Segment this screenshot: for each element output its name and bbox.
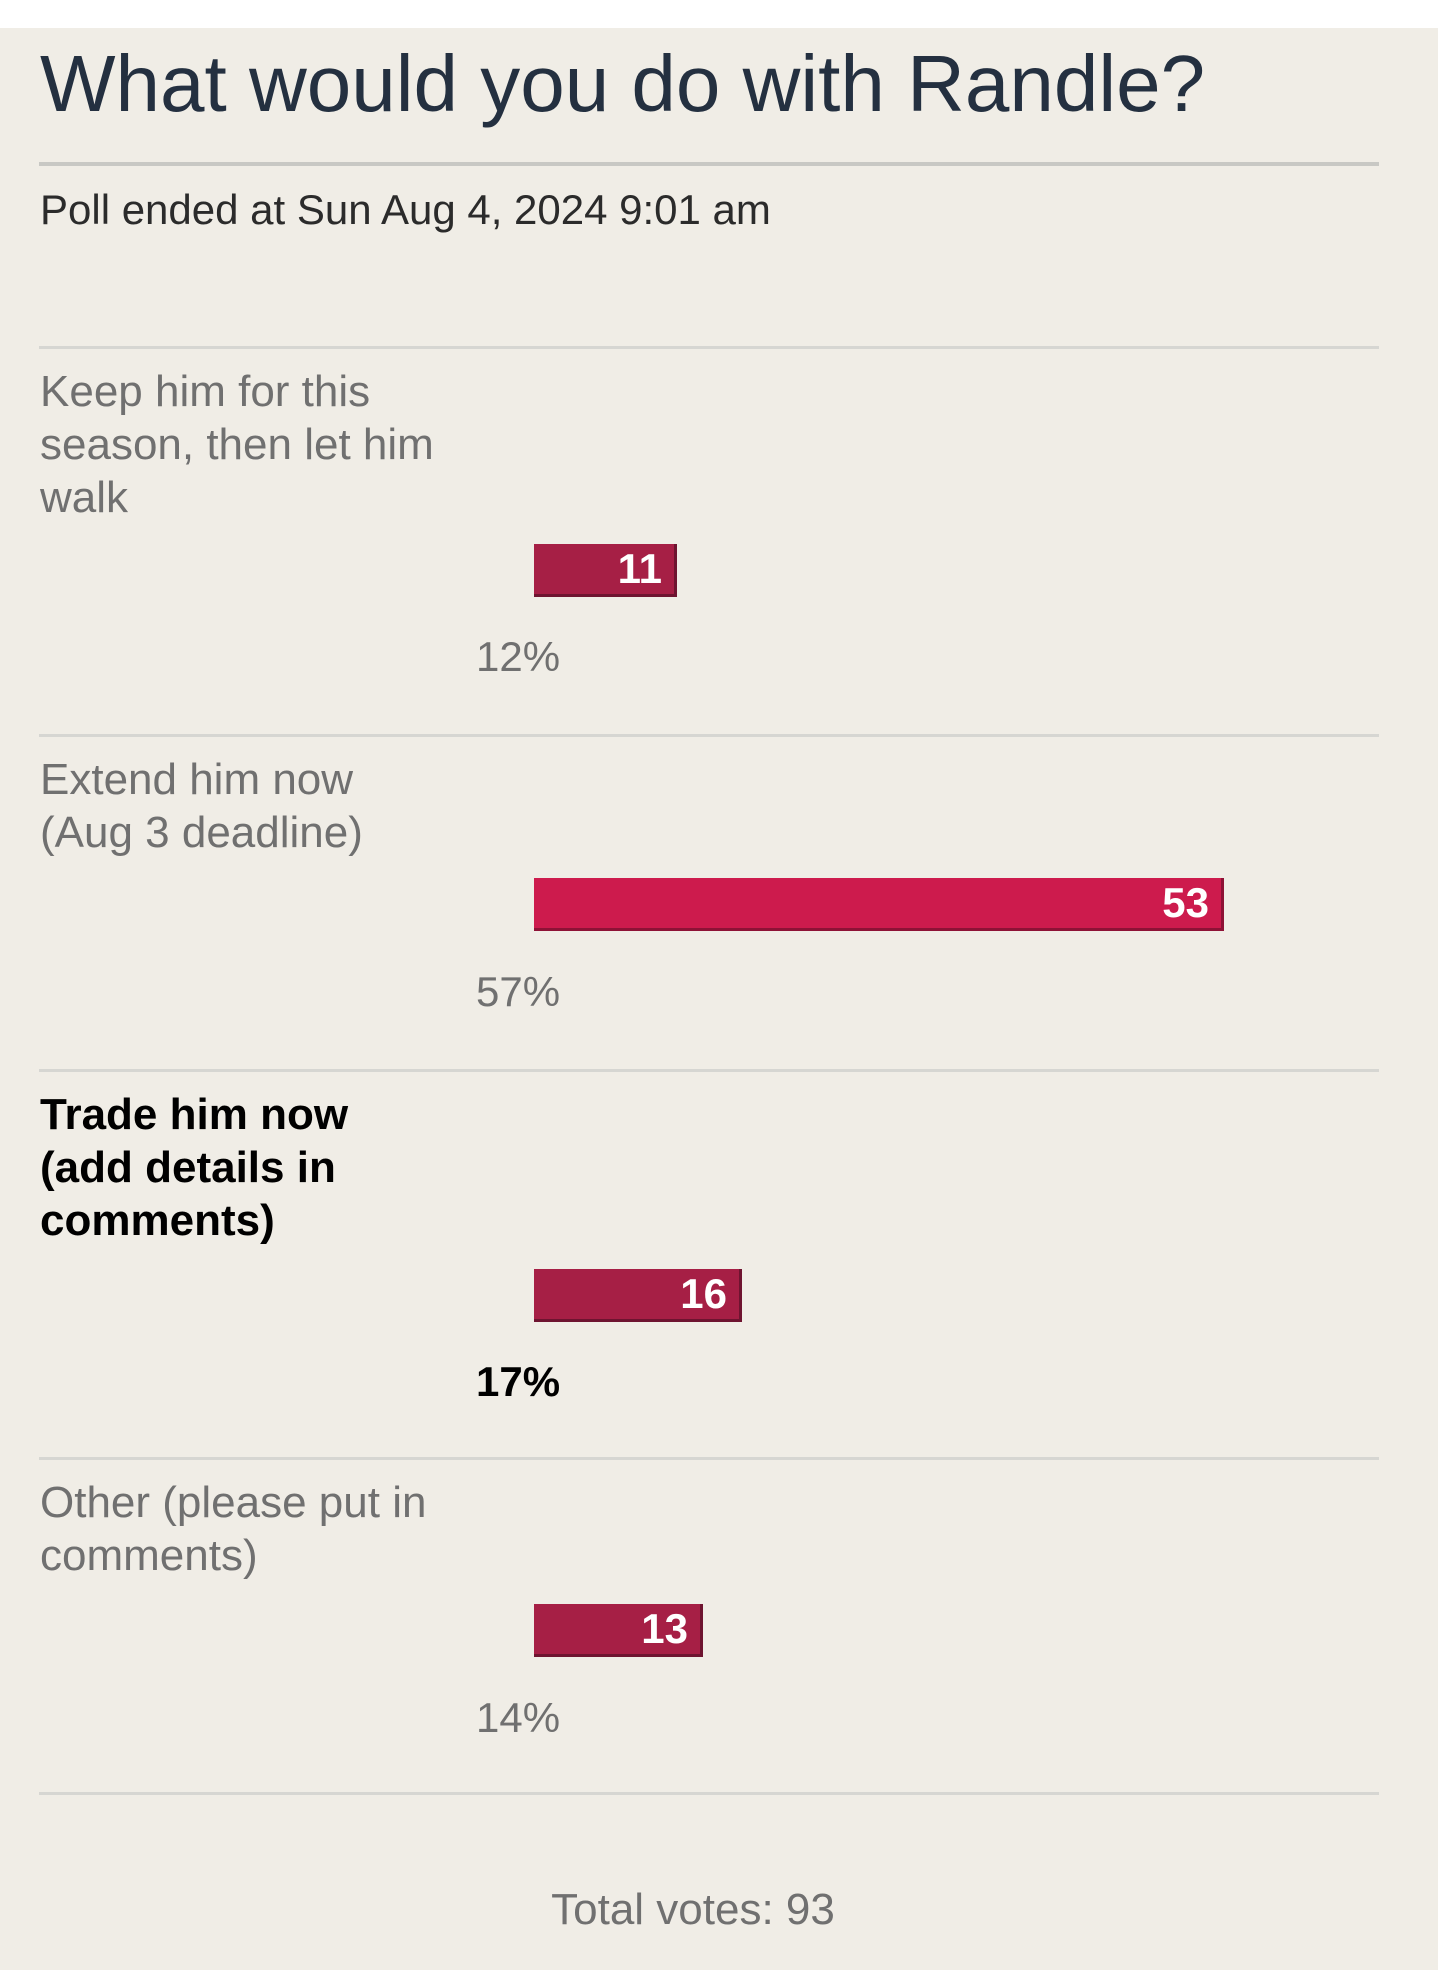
title-divider [39, 162, 1379, 166]
vote-percent: 17% [476, 1358, 561, 1405]
vote-percent: 57% [476, 968, 561, 1015]
vote-percent: 12% [476, 633, 561, 680]
vote-percent: 14% [476, 1694, 561, 1741]
poll-panel: What would you do with Randle? Poll ende… [0, 28, 1438, 1970]
vote-bar: 13 [534, 1604, 703, 1657]
option-label: Other (please put in comments) [40, 1478, 427, 1580]
vote-count: 11 [617, 545, 662, 592]
option-divider [39, 346, 1379, 349]
option-label: Keep him for this season, then let him w… [40, 367, 434, 522]
option-divider [39, 1792, 1379, 1795]
poll-title: What would you do with Randle? [40, 39, 1206, 128]
vote-bar: 16 [534, 1269, 742, 1322]
vote-bar: 11 [534, 544, 677, 597]
option-label: Extend him now (Aug 3 deadline) [40, 755, 363, 857]
option-divider [39, 1069, 1379, 1072]
vote-bar: 53 [534, 878, 1224, 931]
total-votes: Total votes: 93 [551, 1885, 835, 1934]
vote-count: 13 [641, 1605, 688, 1652]
vote-count: 16 [680, 1270, 727, 1317]
option-divider [39, 1457, 1379, 1460]
option-divider [39, 734, 1379, 737]
vote-count: 53 [1162, 879, 1209, 926]
poll-ended-text: Poll ended at Sun Aug 4, 2024 9:01 am [40, 186, 771, 233]
option-label: Trade him now (add details in comments) [40, 1090, 349, 1245]
